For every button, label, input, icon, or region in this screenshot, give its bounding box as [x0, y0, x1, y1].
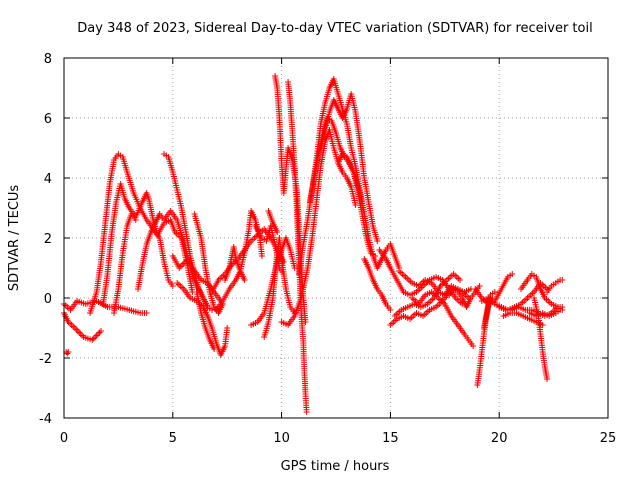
y-tick-label: 8 [44, 52, 52, 67]
series-arc-25 [317, 91, 381, 244]
y-tick-label: 4 [44, 172, 52, 187]
series-markers [361, 256, 394, 313]
series-arc-1 [61, 298, 150, 316]
series-markers [500, 310, 546, 328]
y-tick-label: 6 [44, 112, 52, 127]
grid-lines [64, 58, 608, 418]
y-tick-label: 2 [44, 232, 52, 247]
series-markers [409, 289, 477, 349]
x-tick-label: 20 [491, 431, 508, 446]
series-arc-10 [174, 280, 231, 358]
series-markers [278, 127, 359, 328]
series-markers [518, 271, 566, 313]
series-markers [111, 211, 139, 316]
series-markers [161, 151, 215, 313]
y-tick-label: -2 [39, 352, 52, 367]
y-tick-label: -4 [39, 412, 52, 427]
series-markers [317, 91, 381, 244]
data-points [61, 73, 566, 415]
x-tick-label: 15 [382, 431, 399, 446]
axis-ticks: 0 5 10 15 20 25 -4 -2 0 2 4 6 8 [39, 52, 616, 446]
series-markers [174, 280, 231, 358]
series-arc-27 [361, 256, 394, 313]
series-arc-43 [544, 277, 566, 295]
series-arc-4 [87, 151, 176, 316]
chart-title: Day 348 of 2023, Sidereal Day-to-day VTE… [77, 21, 592, 36]
series-arc-12 [191, 211, 226, 316]
series-arc-2 [61, 310, 104, 343]
series-markers [193, 289, 218, 352]
series-markers [265, 208, 281, 235]
series-arc-37 [472, 271, 516, 307]
series-arc-31 [396, 268, 474, 298]
series-markers [191, 211, 226, 316]
series-arc-44 [500, 310, 546, 328]
series-markers [248, 235, 298, 328]
x-axis-label: GPS time / hours [281, 459, 390, 474]
series-arc-19 [265, 208, 281, 235]
series-markers [61, 298, 150, 316]
series-markers [396, 268, 474, 298]
series-markers [87, 151, 176, 316]
series-arc-16 [248, 235, 298, 328]
y-tick-label: 0 [44, 292, 52, 307]
series-arc-42 [526, 307, 564, 319]
series-markers [544, 277, 566, 295]
series-markers [222, 244, 248, 283]
series-arc-3 [63, 349, 72, 357]
series-arc-22 [278, 127, 359, 328]
series-markers [261, 235, 298, 340]
series-markers [61, 310, 104, 343]
series-markers [472, 271, 516, 307]
series-arc-40 [518, 271, 566, 313]
series-markers [169, 253, 224, 304]
series-arc-8 [161, 151, 215, 313]
series-arc-6 [111, 211, 139, 316]
series-arc-11 [193, 289, 218, 352]
x-tick-label: 5 [169, 431, 177, 446]
series-arc-32 [409, 289, 477, 349]
series-arc-18 [261, 235, 298, 340]
series-markers [63, 349, 72, 357]
series-markers [526, 307, 564, 319]
x-tick-label: 25 [600, 431, 617, 446]
series-arc-15 [222, 244, 248, 283]
series-arc-9 [169, 253, 224, 304]
y-axis-label: SDTVAR / TECUs [7, 185, 22, 292]
x-tick-label: 0 [60, 431, 68, 446]
x-tick-label: 10 [273, 431, 290, 446]
